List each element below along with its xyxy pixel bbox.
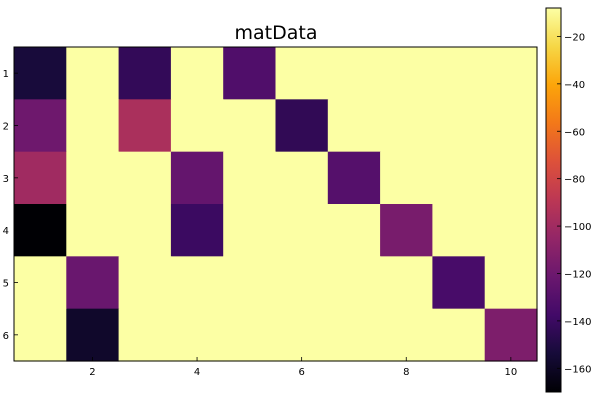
- heatmap-cell: [118, 204, 172, 257]
- heatmap-cell: [484, 47, 538, 100]
- heatmap-cell: [275, 256, 329, 310]
- colorbar-tick-label: −80: [564, 175, 585, 186]
- heatmap-cell: [66, 256, 120, 310]
- heatmap-cell: [484, 256, 538, 310]
- heatmap-cell: [66, 99, 120, 153]
- heatmap-cell: [380, 47, 433, 100]
- heatmap-cell: [327, 151, 381, 205]
- y-axis-ticks: 1 2 3 4 5 6: [3, 69, 18, 342]
- y-tick-label: 6: [3, 331, 9, 342]
- heatmap-cell: [432, 256, 486, 310]
- x-tick-label: 10: [504, 367, 517, 378]
- x-tick-label: 8: [403, 367, 409, 378]
- heatmap-cell: [170, 204, 224, 257]
- plot-frame: [13, 46, 538, 362]
- heatmap-cell: [432, 151, 486, 205]
- heatmap-cells: [14, 47, 538, 362]
- heatmap-cell: [223, 99, 277, 153]
- heatmap-cell: [223, 204, 277, 257]
- heatmap-cell: [170, 99, 224, 153]
- heatmap-cell: [484, 308, 538, 362]
- heatmap-cell: [275, 99, 329, 153]
- colorbar-tick-label: −160: [564, 364, 591, 375]
- heatmap-cell: [14, 47, 67, 100]
- heatmap-cell: [380, 308, 433, 362]
- heatmap-cell: [170, 151, 224, 205]
- y-tick-label: 1: [3, 69, 9, 80]
- y-tick-label: 4: [3, 226, 9, 237]
- heatmap-cell: [118, 47, 172, 100]
- heatmap-cell: [380, 256, 433, 310]
- heatmap-cell: [14, 204, 67, 257]
- heatmap-cell: [484, 204, 538, 257]
- heatmap-cell: [380, 151, 433, 205]
- colorbar-tick-label: −140: [564, 317, 591, 328]
- heatmap-cell: [118, 99, 172, 153]
- heatmap-cell: [275, 204, 329, 257]
- heatmap-cell: [170, 256, 224, 310]
- heatmap-cell: [66, 47, 120, 100]
- heatmap-cell: [66, 308, 120, 362]
- heatmap-cell: [223, 47, 277, 100]
- heatmap-cell: [66, 204, 120, 257]
- heatmap-cell: [14, 256, 67, 310]
- heatmap-cell: [223, 256, 277, 310]
- heatmap-cell: [223, 308, 277, 362]
- x-tick-label: 4: [194, 367, 200, 378]
- colorbar-ticks: −20 −40 −60 −80 −100 −120 −140 −160: [557, 32, 591, 375]
- heatmap-cell: [327, 256, 381, 310]
- heatmap-cell: [327, 47, 381, 100]
- colorbar-tick-label: −20: [564, 32, 585, 43]
- heatmap-cell: [170, 308, 224, 362]
- x-axis-ticks: 2 4 6 8 10: [89, 357, 517, 378]
- colorbar-tick-label: −40: [564, 80, 585, 91]
- heatmap-cell: [484, 151, 538, 205]
- heatmap-cell: [223, 151, 277, 205]
- heatmap-cell: [118, 308, 172, 362]
- heatmap-cell: [327, 204, 381, 257]
- x-tick-label: 6: [298, 367, 304, 378]
- heatmap-cell: [432, 204, 486, 257]
- colorbar-tick-label: −60: [564, 127, 585, 138]
- heatmap-cell: [380, 99, 433, 153]
- y-tick-label: 2: [3, 122, 9, 133]
- heatmap-cell: [275, 47, 329, 100]
- y-tick-label: 3: [3, 174, 9, 185]
- heatmap-cell: [484, 99, 538, 153]
- colorbar: [545, 7, 562, 393]
- colorbar-tick-label: −100: [564, 222, 591, 233]
- chart-title: matData: [235, 22, 318, 44]
- heatmap-cell: [327, 308, 381, 362]
- heatmap-cell: [118, 151, 172, 205]
- heatmap-cell: [14, 151, 67, 205]
- heatmap-cell: [432, 99, 486, 153]
- heatmap-cell: [327, 99, 381, 153]
- colorbar-tick-label: −120: [564, 269, 591, 280]
- heatmap-cell: [275, 308, 329, 362]
- heatmap-cell: [432, 308, 486, 362]
- heatmap-cell: [275, 151, 329, 205]
- heatmap-cell: [380, 204, 433, 257]
- heatmap-cell: [432, 47, 486, 100]
- x-tick-label: 2: [89, 367, 95, 378]
- heatmap-cell: [14, 99, 67, 153]
- heatmap-cell: [66, 151, 120, 205]
- heatmap-cell: [118, 256, 172, 310]
- y-tick-label: 5: [3, 279, 9, 290]
- heatmap-cell: [170, 47, 224, 100]
- heatmap-cell: [14, 308, 67, 362]
